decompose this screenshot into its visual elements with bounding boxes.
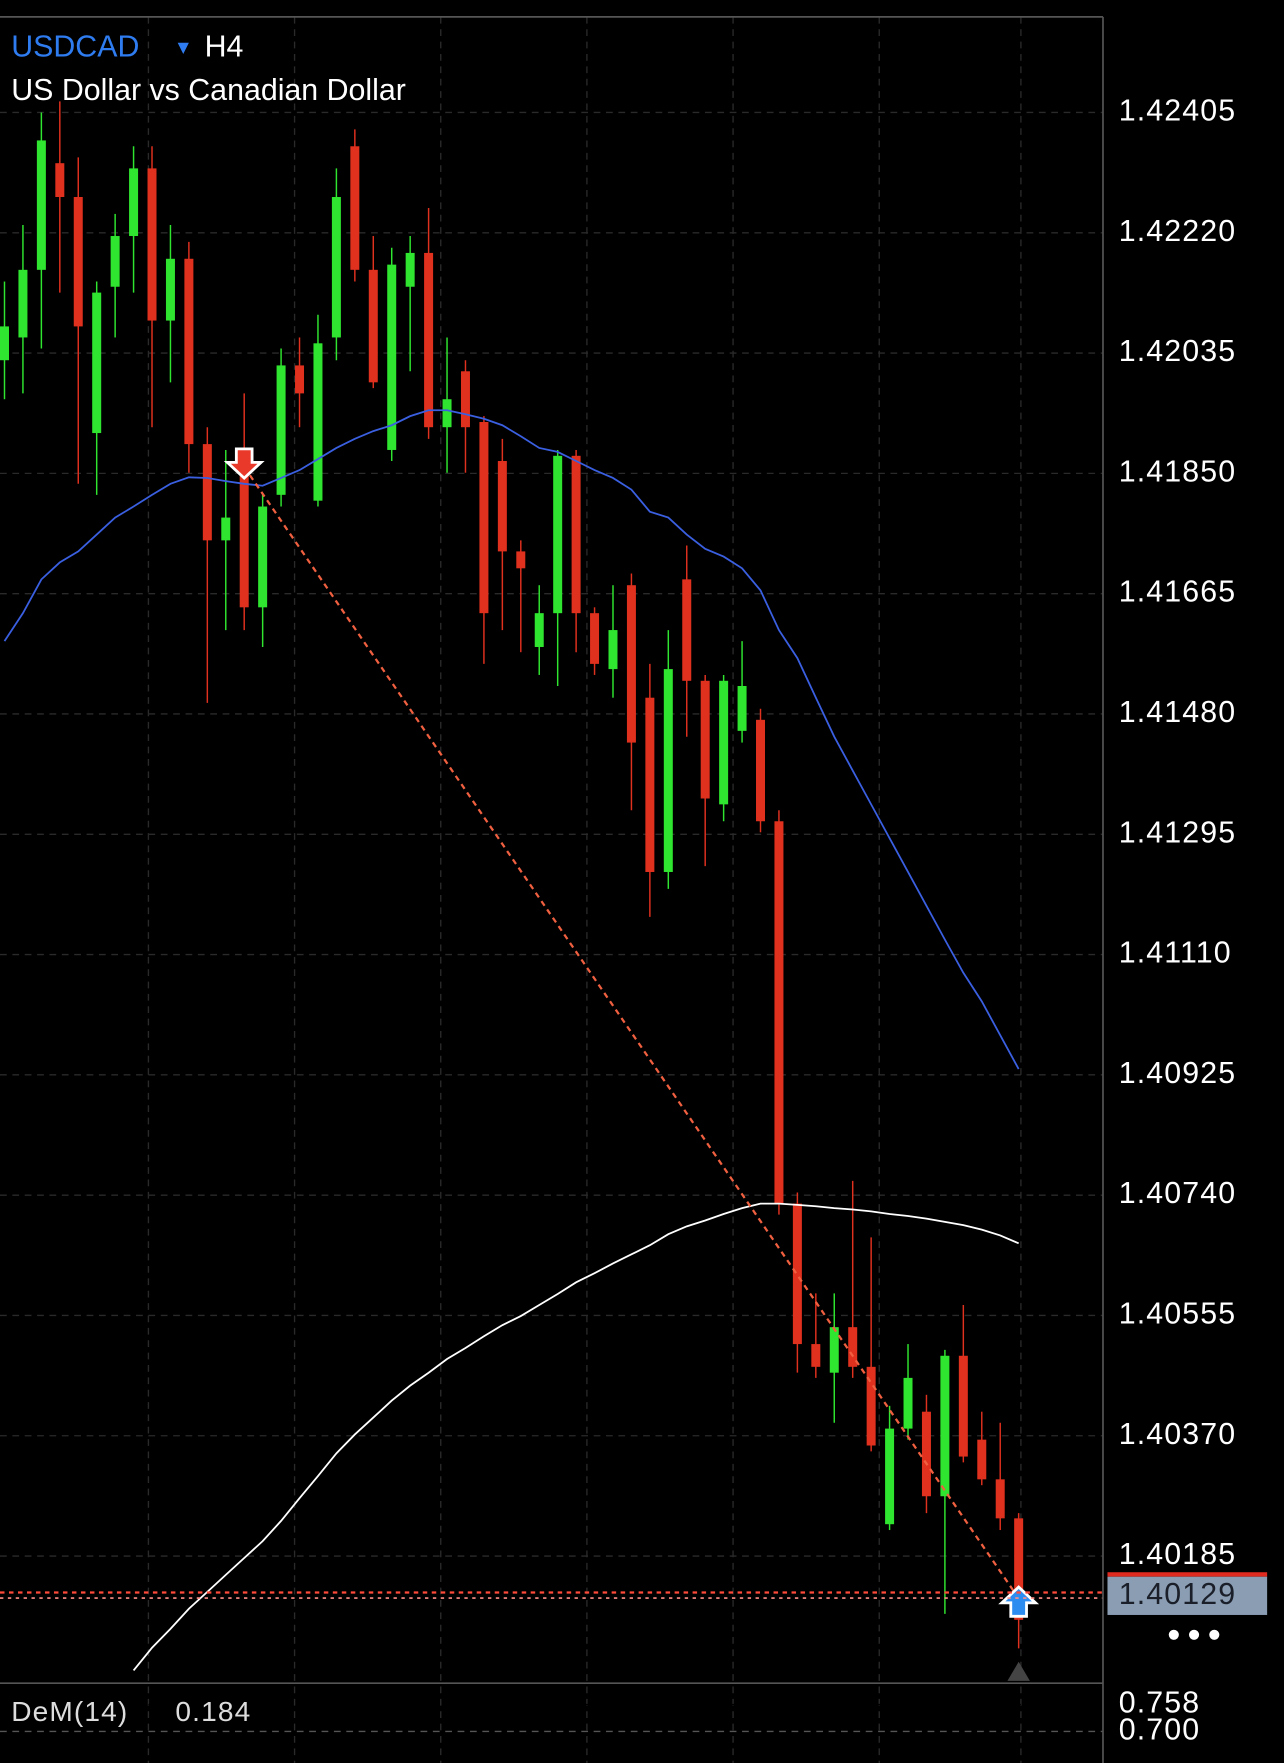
candle-body [147,168,157,321]
candle-body [829,1327,839,1373]
candle-body [756,719,766,822]
candle-body [995,1479,1005,1519]
candle-body [165,258,175,321]
candle-body [18,269,28,338]
candle-body [350,146,360,270]
candle-body [719,680,729,805]
candle-body [184,258,194,445]
timeframe[interactable]: H4 [205,30,244,63]
price-box-top [1107,1572,1268,1577]
y-tick-label: 1.41665 [1119,576,1237,609]
candle-body [424,252,434,428]
candle-body [571,455,581,614]
y-tick-label: 1.40185 [1119,1538,1237,1571]
candle-body [295,365,305,394]
y-tick-label: 1.40370 [1119,1418,1237,1451]
y-tick-label: 1.41850 [1119,455,1237,488]
candle-body [885,1428,895,1525]
candle-body [903,1377,913,1429]
candle-body [682,579,692,681]
candle-body [737,686,747,731]
candle-body [221,517,231,541]
candle-body [55,163,65,198]
candle-body [36,140,46,270]
candle-body [590,613,600,664]
plot [0,101,1103,1672]
indicator-tick-label: 0.700 [1119,1713,1201,1746]
candle-body [442,399,452,428]
y-tick-label: 1.41480 [1119,696,1237,729]
candle-body [239,472,249,608]
price-box [1107,1576,1268,1615]
candle-body [516,551,526,569]
candle-body [0,326,9,361]
candle-body [626,585,636,743]
subtitle: US Dollar vs Canadian Dollar [11,74,406,107]
y-tick-label: 1.42405 [1119,94,1237,127]
candle-body [202,444,212,541]
indicator-value: 0.184 [175,1696,251,1727]
candle-body [921,1411,931,1497]
candle-body [479,421,489,614]
candle-body [811,1344,821,1367]
symbol[interactable]: USDCAD [11,30,139,63]
candle-body [866,1366,876,1446]
candle-body [940,1355,950,1497]
indicator-name: DeM(14) [11,1696,128,1727]
dot [1209,1629,1220,1640]
grid [0,111,1103,1733]
candle-body [258,506,268,608]
y-tick-label: 1.41110 [1119,937,1232,970]
candle-body [645,697,655,872]
candle-body [460,371,470,428]
candle-body [92,292,102,434]
dropdown-icon[interactable] [177,42,189,54]
candle-body [608,630,618,670]
candle-body [534,613,544,647]
candle-body [663,669,673,872]
candle-body [977,1439,987,1480]
y-tick-label: 1.40925 [1119,1057,1237,1090]
y-tick-label: 1.41295 [1119,816,1237,849]
candle-body [774,821,784,1204]
candle-body [700,680,710,799]
candle-body [958,1355,968,1457]
signal-arrow [223,447,265,481]
scroll-marker [1007,1661,1030,1681]
candle-body [405,252,415,287]
indicator-tick-label: 0.758 [1119,1687,1201,1720]
candle-body [387,264,397,450]
current-price-label: 1.40129 [1119,1578,1237,1611]
candle-body [276,365,286,495]
candle-body [848,1327,858,1367]
y-tick-label: 1.42035 [1119,335,1237,368]
dot [1188,1629,1200,1640]
candle-body [1014,1518,1024,1620]
candle-body [497,461,507,552]
candle-body [313,343,323,501]
dot [1168,1629,1179,1640]
candle-body [129,168,139,237]
more-icon[interactable] [1168,1629,1220,1640]
moving-average [3,409,1020,1070]
y-tick-label: 1.40555 [1119,1297,1237,1330]
y-tick-label: 1.42220 [1119,215,1237,248]
candle-body [331,197,341,338]
candle-body [792,1203,802,1345]
candle-body [368,269,378,383]
y-tick-label: 1.40740 [1119,1177,1237,1210]
moving-average [132,1202,1020,1672]
signal-arrow [998,1585,1040,1618]
candle-body [110,236,120,287]
candle-body [553,455,563,614]
candle-body [73,197,83,327]
